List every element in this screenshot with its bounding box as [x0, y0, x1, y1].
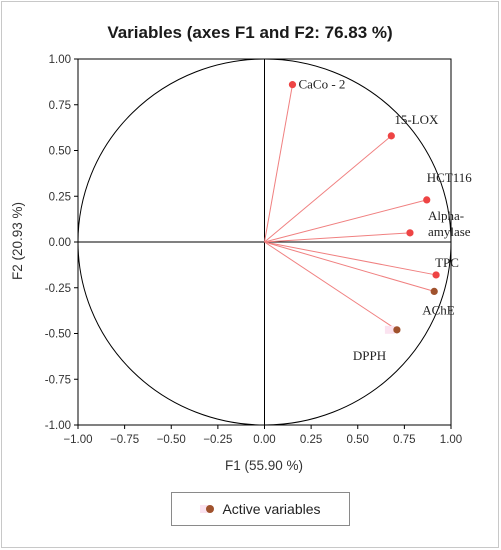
chart-title: Variables (axes F1 and F2: 76.83 %) — [107, 23, 392, 42]
label-caco-2: CaCo - 2 — [298, 77, 345, 92]
vector-ache — [264, 241, 435, 292]
vector-lines — [264, 84, 437, 331]
x-tick-label: 0.50 — [347, 434, 369, 446]
y-tick-label: 0.50 — [49, 146, 71, 158]
x-tick-label: −0.75 — [110, 434, 139, 446]
label-tpc: TPC — [435, 255, 459, 270]
label-15-lox: 15-LOX — [394, 112, 439, 127]
y-tick-label: 0.00 — [49, 237, 71, 249]
legend-marker — [200, 504, 216, 514]
y-tick-label: -1.00 — [45, 420, 71, 432]
y-tick-label: 0.25 — [49, 191, 71, 203]
x-axis-ticks: −1.00 −0.75 −0.50 −0.25 0.00 0.25 0.50 0.75 1.00 — [63, 425, 462, 446]
point-tpc — [432, 271, 440, 279]
point-dpph — [393, 326, 401, 334]
vector-hct116 — [264, 199, 427, 243]
y-axis-ticks: 1.00 0.75 0.50 0.25 0.00 -0.25 -0.50 -0.75 -1.00 — [45, 54, 78, 432]
variable-labels: CaCo - 2 15-LOX HCT116 Alpha-amylase TPC AChE… — [298, 77, 472, 363]
x-tick-label: 0.00 — [253, 434, 275, 446]
vector-caco-2 — [264, 84, 293, 243]
label-alpha-amylase: Alpha-amylase — [428, 208, 471, 239]
point-caco-2 — [288, 81, 297, 89]
x-tick-label: 1.00 — [440, 434, 462, 446]
point-alpha-amylase — [406, 229, 414, 237]
y-tick-label: 0.75 — [49, 100, 71, 112]
vector-tpc — [264, 241, 437, 276]
x-tick-label: −0.50 — [157, 434, 186, 446]
point-hct116 — [423, 196, 431, 204]
vector-15-lox — [264, 135, 392, 243]
label-hct116: HCT116 — [427, 170, 473, 185]
y-tick-label: -0.75 — [45, 374, 71, 386]
y-tick-label: 1.00 — [49, 54, 71, 66]
y-tick-label: -0.50 — [45, 329, 71, 341]
point-ache — [430, 287, 438, 296]
x-tick-label: −0.25 — [203, 434, 232, 446]
y-axis-label: F2 (20.93 %) — [10, 202, 25, 280]
x-axis-label: F1 (55.90 %) — [225, 458, 303, 473]
point-15-lox — [387, 132, 395, 140]
plot-area: CaCo - 2 15-LOX HCT116 Alpha-amylase TPC AChE… — [77, 58, 472, 426]
vector-alpha-amylase — [264, 232, 411, 243]
x-tick-label: 0.75 — [393, 434, 415, 446]
legend-label: Active variables — [222, 501, 321, 517]
vector-dpph — [264, 241, 398, 331]
x-tick-label: 0.25 — [300, 434, 322, 446]
x-tick-label: −1.00 — [63, 434, 92, 446]
label-ache: AChE — [422, 302, 455, 317]
variable-points — [288, 81, 440, 334]
y-tick-label: -0.25 — [45, 283, 71, 295]
dpph-highlight — [384, 325, 395, 334]
label-dpph: DPPH — [353, 348, 386, 363]
legend: Active variables — [171, 492, 350, 526]
